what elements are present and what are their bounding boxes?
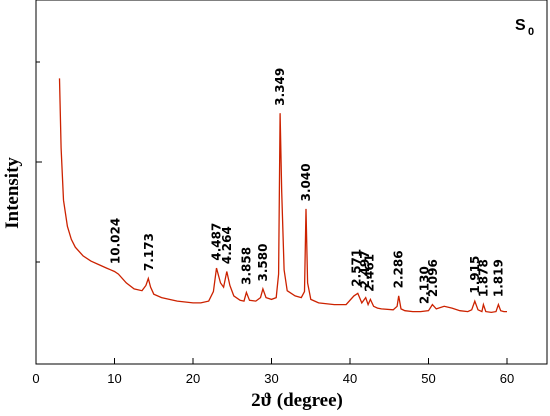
peak-label: 7.173 [142,233,156,271]
peak-label: 2.096 [426,259,440,297]
x-tick-label: 30 [264,371,278,386]
x-tick-label: 0 [32,371,39,386]
peak-label: 3.580 [256,244,270,282]
y-axis [36,61,42,263]
x-tick-label: 60 [500,371,514,386]
x-tick-label: 10 [107,371,121,386]
peak-label: 3.349 [273,68,287,106]
peak-label: 10.024 [108,218,122,264]
sample-label-subscript: 0 [528,26,534,38]
y-axis-title: Intensity [2,157,23,229]
x-tick-label: 20 [186,371,200,386]
x-axis-title: 2ϑ (degree) [251,390,343,411]
sample-label-main: S [515,17,526,34]
x-axis: 0 10 20 30 40 50 60 [32,358,514,386]
peak-label: 2.130 [418,266,432,304]
peak-label: 2.571 [349,249,363,287]
x-tick-label: 50 [421,371,435,386]
x-tick-label: 40 [343,371,357,386]
diffraction-pattern-line [58,78,507,314]
peak-label: 3.040 [299,163,313,201]
peak-label: 1.915 [468,256,482,294]
peak-label: 2.497 [358,250,372,288]
sample-label: S 0 [515,17,534,38]
peak-label: 4.487 [210,223,224,261]
peak-label: 2.461 [363,254,377,292]
peak-label: 2.286 [392,250,406,288]
peak-label: 1.878 [476,259,490,297]
plot-frame [35,0,548,365]
peak-label: 1.819 [491,259,505,297]
peak-label: 4.264 [220,226,234,264]
peak-label: 3.858 [239,247,253,285]
